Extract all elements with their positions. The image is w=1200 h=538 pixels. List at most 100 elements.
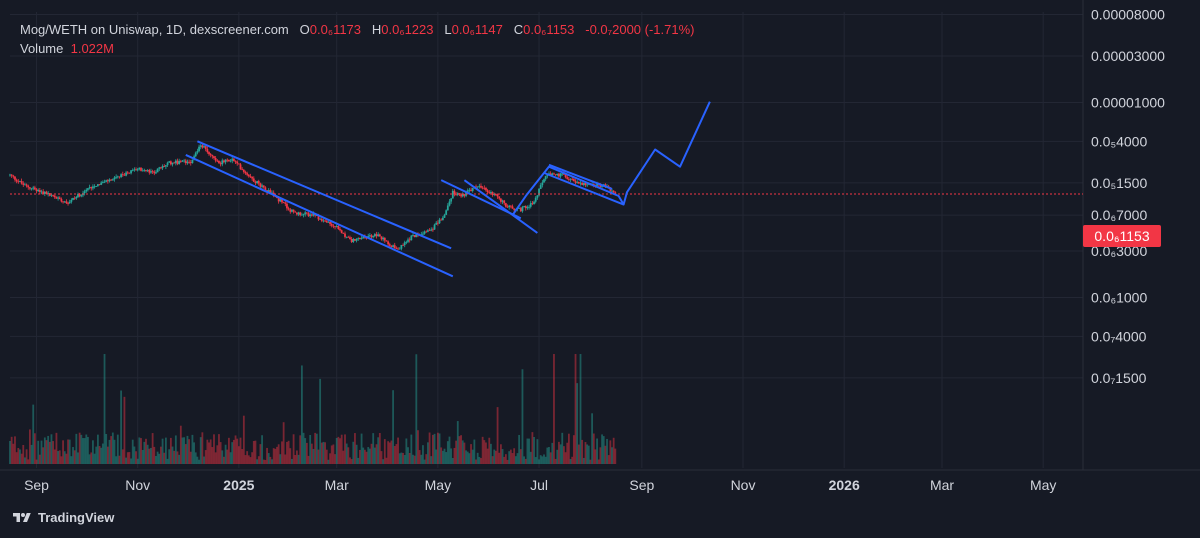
volume-bar (579, 354, 582, 464)
volume-bar (324, 442, 327, 464)
volume-bar (181, 437, 184, 464)
volume-bar (73, 450, 76, 464)
volume-bar (490, 443, 492, 464)
volume-bar (458, 436, 461, 464)
volume-bar (103, 354, 106, 464)
volume-bar (168, 449, 171, 464)
candle-body (29, 187, 31, 189)
volume-bar (237, 446, 240, 464)
candle-body (503, 200, 506, 204)
volume-bar (340, 434, 343, 464)
candle-body (423, 231, 426, 234)
volume-bar (266, 447, 268, 464)
volume-bar (95, 446, 98, 464)
volume-value: 1.022M (70, 41, 114, 56)
volume-bar (296, 450, 298, 464)
volume-bar (387, 441, 390, 464)
candle-body (135, 169, 137, 171)
x-axis[interactable]: Sep Nov 2025 Mar May Jul Sep Nov 2026 Mar May (24, 477, 1056, 493)
volume-bar (286, 441, 288, 464)
volume-bar (32, 404, 35, 464)
candle-body (581, 182, 584, 186)
volume-bar (302, 432, 305, 464)
volume-bar (272, 448, 275, 464)
candle-body (116, 176, 119, 178)
volume-bar (105, 433, 108, 464)
volume-bar (276, 446, 278, 464)
candle-body (506, 206, 509, 208)
volume-bar (111, 432, 114, 464)
volume-bar (106, 446, 109, 464)
candle-body (52, 194, 55, 196)
x-tick-label: Nov (731, 477, 756, 493)
volume-bar (116, 434, 119, 464)
volume-bar (602, 436, 605, 464)
volume-bar (15, 452, 18, 464)
candle-body (151, 171, 154, 172)
volume-bar (191, 434, 194, 464)
volume-bar (43, 437, 46, 464)
volume-bar (138, 437, 141, 464)
candle-body (431, 229, 434, 231)
volume-bar (456, 421, 459, 464)
trend-drawings[interactable] (185, 101, 711, 278)
candle-body (299, 212, 302, 216)
candle-body (181, 160, 184, 162)
volume-bar (478, 456, 481, 464)
candle-body (310, 214, 313, 216)
volume-bar (166, 458, 169, 464)
y-tick-label: 0.00008000 (1091, 7, 1165, 23)
volume-bar (511, 453, 514, 464)
candle-body (70, 199, 73, 202)
candle-body (456, 193, 459, 195)
volume-bar (441, 450, 444, 464)
candle-body (541, 182, 544, 186)
volume-bar (350, 459, 353, 464)
volume-bar (83, 438, 86, 464)
candle-body (229, 160, 232, 162)
volume-bar (601, 434, 603, 464)
tradingview-brand[interactable]: TradingView (11, 510, 114, 525)
volume-bar (184, 444, 187, 464)
candle-body (476, 186, 479, 188)
candle-body (511, 206, 514, 209)
candle-body (312, 213, 315, 216)
current-price-tag: 0.0₆1153 (1083, 225, 1161, 247)
volume-bar (486, 448, 489, 464)
change-value: -0.0₇2000 (-1.71%) (585, 22, 695, 37)
candle-body (368, 235, 371, 237)
volume-bar (291, 458, 293, 464)
candle-body (523, 205, 526, 208)
y-tick-label: 0.0₆7000 (1091, 207, 1147, 223)
candle-body (9, 174, 11, 176)
y-axis[interactable]: 0.00008000 0.00003000 0.00001000 0.0₅4000 0.… (1091, 7, 1165, 386)
volume-bar (536, 439, 539, 464)
volume-bar (317, 449, 320, 464)
candle-body (155, 172, 157, 174)
candle-body (359, 238, 361, 240)
candle-body (65, 201, 68, 204)
candle-body (138, 167, 141, 170)
candle-body (88, 187, 91, 189)
volume-bar (246, 451, 249, 464)
volume-bar (37, 440, 40, 464)
candle-body (158, 167, 161, 169)
candle-body (115, 176, 118, 178)
volume-bar (531, 432, 534, 464)
volume-bar (131, 439, 134, 464)
candle-body (579, 182, 582, 184)
volume-bar (402, 452, 404, 464)
volume-bar (589, 459, 592, 464)
volume-bar (257, 456, 260, 464)
volume-bar (164, 437, 167, 464)
candle-body (380, 236, 383, 240)
volume-bar (289, 448, 292, 464)
candle-body (241, 169, 244, 171)
candle-body (169, 161, 172, 165)
volume-bar (186, 435, 189, 464)
candle-body (400, 244, 403, 249)
candle-body (561, 173, 564, 175)
volume-bar (271, 459, 273, 464)
volume-bar (373, 447, 376, 464)
